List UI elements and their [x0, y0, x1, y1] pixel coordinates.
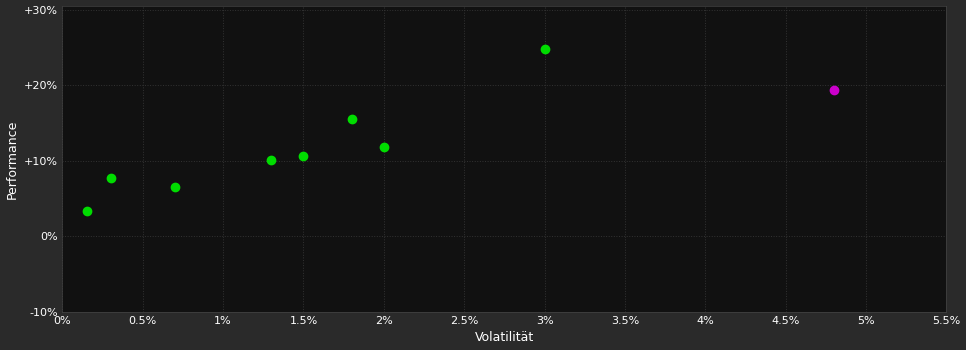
- Point: [344, 117, 359, 122]
- Point: [103, 175, 119, 181]
- Y-axis label: Performance: Performance: [6, 119, 18, 199]
- Point: [79, 208, 95, 213]
- Point: [296, 154, 311, 159]
- X-axis label: Volatilität: Volatilität: [474, 331, 534, 344]
- Point: [826, 87, 841, 93]
- Point: [264, 157, 279, 163]
- Point: [167, 184, 183, 189]
- Point: [537, 47, 553, 52]
- Point: [376, 145, 391, 150]
